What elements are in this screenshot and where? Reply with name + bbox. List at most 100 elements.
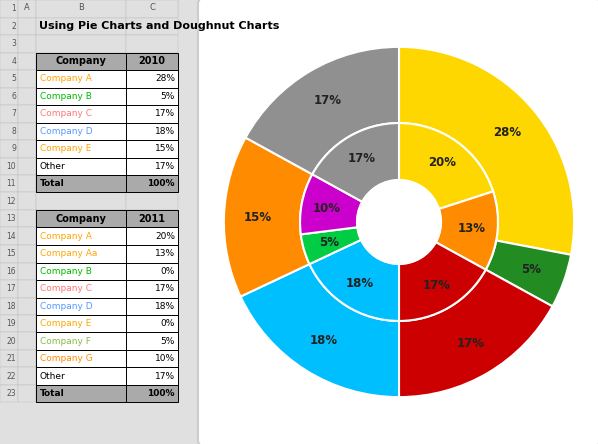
Text: C: C — [149, 4, 155, 12]
Bar — [36, 52, 126, 70]
Bar — [126, 385, 178, 403]
Wedge shape — [301, 227, 361, 264]
Bar — [18, 245, 36, 262]
Text: B: B — [78, 4, 84, 12]
Text: A: A — [24, 4, 30, 12]
Bar — [126, 123, 178, 140]
Text: 5%: 5% — [521, 263, 542, 276]
Bar — [18, 17, 36, 35]
Bar — [0, 70, 18, 87]
Bar — [0, 123, 18, 140]
Bar — [36, 262, 126, 280]
Wedge shape — [310, 240, 399, 321]
Bar — [0, 262, 18, 280]
Text: Company E: Company E — [40, 144, 91, 153]
Bar — [0, 175, 18, 193]
Bar — [126, 385, 178, 403]
Bar — [36, 280, 126, 297]
Bar — [36, 35, 126, 52]
Bar — [18, 70, 36, 87]
Text: 17%: 17% — [347, 152, 376, 165]
Bar — [126, 87, 178, 105]
Text: 17%: 17% — [155, 162, 175, 171]
Wedge shape — [399, 270, 553, 397]
Bar — [36, 210, 126, 227]
Bar — [126, 315, 178, 333]
Text: 17%: 17% — [155, 109, 175, 118]
Bar — [126, 175, 178, 193]
Text: 100%: 100% — [148, 389, 175, 398]
Bar — [126, 227, 178, 245]
Bar — [36, 70, 126, 87]
Bar — [18, 0, 36, 17]
Text: Company D: Company D — [40, 302, 93, 311]
Bar — [126, 140, 178, 158]
Text: 13%: 13% — [155, 249, 175, 258]
Bar — [126, 350, 178, 368]
Text: 13: 13 — [7, 214, 16, 223]
Bar — [126, 280, 178, 297]
Bar — [36, 17, 126, 35]
Text: 22: 22 — [7, 372, 16, 381]
Bar — [36, 123, 126, 140]
Circle shape — [357, 180, 441, 264]
Bar — [36, 87, 126, 105]
Text: Company F: Company F — [40, 337, 91, 346]
Text: 15%: 15% — [244, 211, 272, 224]
Text: 17%: 17% — [457, 337, 485, 350]
Bar — [126, 297, 178, 315]
Text: 20%: 20% — [428, 156, 456, 169]
Text: 1: 1 — [11, 4, 16, 13]
Text: Company Aa: Company Aa — [40, 249, 97, 258]
Bar — [36, 350, 126, 368]
Wedge shape — [300, 174, 362, 234]
Bar — [18, 140, 36, 158]
Bar — [126, 158, 178, 175]
Text: 20%: 20% — [155, 232, 175, 241]
Text: 19: 19 — [7, 319, 16, 328]
Bar — [0, 193, 18, 210]
Text: 5: 5 — [11, 74, 16, 83]
Bar — [18, 385, 36, 403]
FancyBboxPatch shape — [198, 0, 598, 444]
Text: 8: 8 — [11, 127, 16, 136]
Text: Total: Total — [40, 179, 65, 188]
Bar — [36, 385, 126, 403]
Bar — [126, 158, 178, 175]
Text: Company: Company — [56, 214, 106, 224]
Text: Other: Other — [40, 162, 66, 171]
Bar — [126, 87, 178, 105]
Bar — [18, 105, 36, 123]
Bar — [36, 140, 126, 158]
Bar — [36, 262, 126, 280]
Wedge shape — [246, 47, 399, 174]
Bar — [36, 368, 126, 385]
Bar — [0, 245, 18, 262]
Text: 17: 17 — [7, 284, 16, 293]
Bar — [36, 245, 126, 262]
Bar — [36, 297, 126, 315]
Wedge shape — [399, 47, 574, 255]
Text: 15%: 15% — [155, 144, 175, 153]
Text: 2010: 2010 — [139, 56, 166, 66]
Text: 9: 9 — [11, 144, 16, 153]
Text: 28%: 28% — [493, 126, 521, 139]
Text: Company E: Company E — [40, 319, 91, 328]
Wedge shape — [312, 123, 399, 202]
Text: 100%: 100% — [148, 179, 175, 188]
Text: 5%: 5% — [161, 337, 175, 346]
Bar — [18, 350, 36, 368]
Text: 18%: 18% — [310, 334, 338, 347]
Bar — [18, 52, 36, 70]
Text: Company D: Company D — [40, 127, 93, 136]
Bar — [36, 175, 126, 193]
Bar — [0, 333, 18, 350]
Bar — [126, 315, 178, 333]
Bar — [36, 105, 126, 123]
Bar — [0, 210, 18, 227]
Bar — [18, 333, 36, 350]
Text: 2011: 2011 — [139, 214, 166, 224]
Text: Other: Other — [40, 372, 66, 381]
Bar — [126, 245, 178, 262]
Bar — [126, 245, 178, 262]
